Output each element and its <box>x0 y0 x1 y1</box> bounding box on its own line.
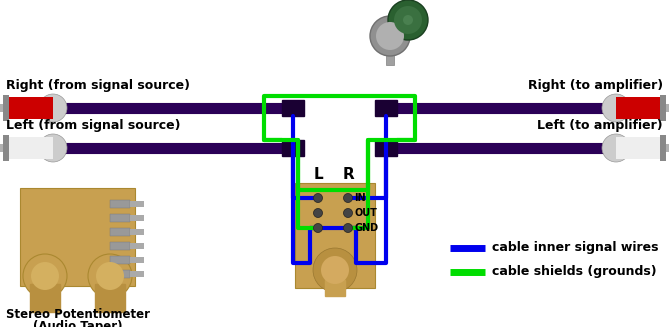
Bar <box>282 100 304 116</box>
Bar <box>295 183 375 288</box>
Bar <box>130 229 144 235</box>
Circle shape <box>394 6 422 34</box>
Circle shape <box>96 262 124 290</box>
Bar <box>95 284 125 312</box>
Bar <box>0 104 5 112</box>
Bar <box>110 200 130 208</box>
Text: Left (from signal source): Left (from signal source) <box>6 119 181 132</box>
Bar <box>375 140 397 156</box>
Circle shape <box>343 223 353 232</box>
Text: Stereo Potentiometer: Stereo Potentiometer <box>5 308 149 321</box>
Bar <box>3 95 9 121</box>
Bar <box>130 257 144 263</box>
Text: cable inner signal wires: cable inner signal wires <box>492 242 658 254</box>
Circle shape <box>314 209 322 217</box>
Bar <box>130 215 144 221</box>
Text: L: L <box>313 167 323 182</box>
Bar <box>110 228 130 236</box>
Bar <box>660 95 666 121</box>
Text: R: R <box>342 167 354 182</box>
Text: IN: IN <box>355 193 366 203</box>
Bar <box>110 214 130 222</box>
Bar <box>130 243 144 249</box>
Bar <box>30 284 60 312</box>
Circle shape <box>321 256 349 284</box>
Text: GND: GND <box>355 223 379 233</box>
Bar <box>3 135 9 161</box>
Circle shape <box>602 94 630 122</box>
Text: Left (to amplifier): Left (to amplifier) <box>537 119 663 132</box>
Circle shape <box>23 254 67 298</box>
Circle shape <box>313 248 357 292</box>
Text: Right (to amplifier): Right (to amplifier) <box>528 79 663 92</box>
Bar <box>375 100 397 116</box>
Circle shape <box>343 194 353 202</box>
Bar <box>110 270 130 278</box>
Circle shape <box>314 194 322 202</box>
Text: cable shields (grounds): cable shields (grounds) <box>492 266 657 279</box>
Bar <box>616 97 664 119</box>
Circle shape <box>31 262 59 290</box>
Circle shape <box>370 16 410 56</box>
Bar <box>325 280 345 296</box>
Bar <box>110 242 130 250</box>
Bar <box>0 144 5 152</box>
Bar <box>110 256 130 264</box>
Bar <box>282 140 304 156</box>
Text: (Audio Taper): (Audio Taper) <box>33 320 122 327</box>
Text: OUT: OUT <box>355 208 377 218</box>
Bar <box>5 97 53 119</box>
Bar <box>20 188 135 286</box>
Circle shape <box>403 15 413 25</box>
Text: Right (from signal source): Right (from signal source) <box>6 79 190 92</box>
Circle shape <box>343 209 353 217</box>
Circle shape <box>314 223 322 232</box>
Bar <box>130 271 144 277</box>
Bar <box>664 104 669 112</box>
Circle shape <box>39 134 67 162</box>
Circle shape <box>388 0 428 40</box>
Bar <box>5 137 53 159</box>
Bar <box>386 43 394 65</box>
Bar <box>616 137 664 159</box>
Circle shape <box>602 134 630 162</box>
Circle shape <box>88 254 132 298</box>
Bar <box>664 144 669 152</box>
Circle shape <box>376 22 404 50</box>
Circle shape <box>39 94 67 122</box>
Bar <box>660 135 666 161</box>
Bar <box>130 201 144 207</box>
